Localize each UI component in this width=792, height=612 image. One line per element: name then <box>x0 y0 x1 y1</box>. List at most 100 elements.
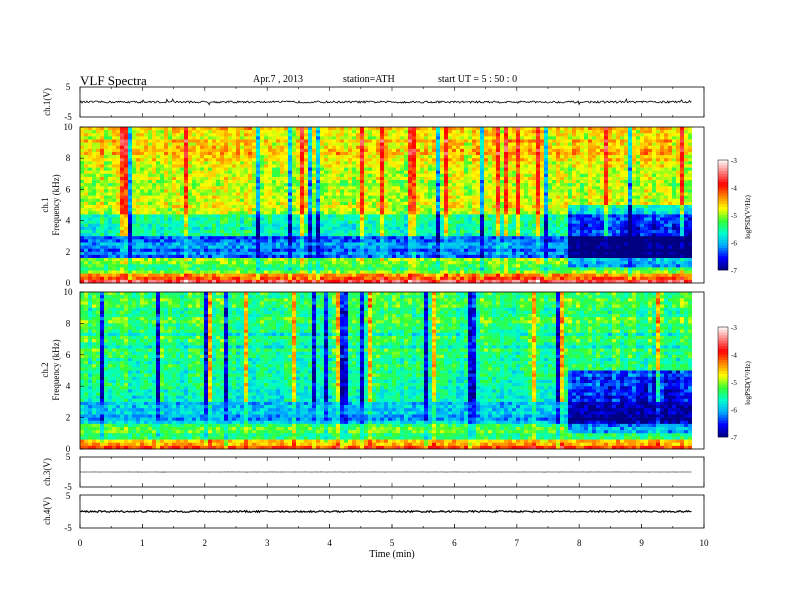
spec1-cell <box>176 251 181 256</box>
spec1-cell <box>160 189 165 193</box>
spec1-cell <box>184 180 189 184</box>
spec1-cell <box>172 261 177 265</box>
spec1-cell <box>132 139 137 143</box>
spec1-cell <box>308 217 313 221</box>
spec1-cell <box>408 261 413 265</box>
spec1-cell <box>180 198 185 203</box>
spec1-cell <box>424 273 429 278</box>
spec1-cell <box>104 205 109 209</box>
spec1-cell <box>424 195 429 200</box>
spec1-cell <box>228 176 233 181</box>
spec1-cell <box>116 223 121 228</box>
spec1-cell <box>308 145 313 150</box>
spec1-cell <box>448 276 453 281</box>
spec1-cell <box>232 242 237 246</box>
spec1-cell <box>116 167 121 171</box>
spec1-cell <box>240 195 245 200</box>
spec1-cell <box>408 189 413 193</box>
spec1-cell <box>364 264 369 268</box>
spec1-cell <box>112 239 117 243</box>
spec1-cell <box>140 136 145 140</box>
spec1-cell <box>248 254 253 259</box>
spec1-cell <box>200 161 205 165</box>
spec1-cell <box>120 176 125 181</box>
spec1-cell <box>304 151 309 156</box>
spec1-cell <box>432 233 437 237</box>
spec1-cell <box>224 130 229 134</box>
spec1-cell <box>292 195 297 200</box>
spec1-cell <box>204 180 209 184</box>
spec1-cell <box>224 270 229 274</box>
spec1-cell <box>188 211 193 215</box>
spec1-cell <box>228 161 233 165</box>
spec1-cell <box>392 220 397 225</box>
spec1-cell <box>324 267 329 271</box>
spec1-cell <box>456 186 461 190</box>
spec1-cell <box>244 151 249 156</box>
spec1-cell <box>196 158 201 162</box>
spec1-cell <box>340 161 345 165</box>
spec1-cell <box>200 229 205 234</box>
spec1-cell <box>260 258 265 262</box>
spec1-cell <box>388 248 393 253</box>
spec1-cell <box>264 251 269 256</box>
spec1-cell <box>440 136 445 140</box>
spec1-cell <box>412 245 417 249</box>
spec1-cell <box>268 223 273 228</box>
spec1-cell <box>192 236 197 240</box>
spec1-cell <box>292 245 297 249</box>
spec1-cell <box>324 142 329 147</box>
spec1-cell <box>236 229 241 234</box>
spec1-cell <box>116 189 121 193</box>
spec1-cell <box>368 270 373 274</box>
spec1-cell <box>252 273 257 278</box>
spec1-cell <box>228 245 233 249</box>
spec1-cell <box>180 155 185 159</box>
spec1-cell <box>276 127 281 131</box>
spec1-cell <box>372 242 377 246</box>
spec1-cell <box>444 279 449 284</box>
spec1-cell <box>424 254 429 259</box>
spec1-cell <box>384 170 389 175</box>
spec1-cell <box>140 273 145 278</box>
spec1-cell <box>192 145 197 150</box>
spec1-cell <box>164 270 169 274</box>
spec1-cell <box>296 192 301 196</box>
spec1-cell <box>304 183 309 187</box>
spec1-cell <box>108 170 113 175</box>
spec1-cell <box>472 205 477 209</box>
spec1-cell <box>96 151 101 156</box>
spec1-cell <box>388 198 393 203</box>
spec1-cell <box>340 198 345 203</box>
spec1-cell <box>416 233 421 237</box>
spec1-cell <box>468 270 473 274</box>
spec1-cell <box>92 139 97 143</box>
spec1-cell <box>228 223 233 228</box>
spec1-cell <box>168 176 173 181</box>
spec1-cell <box>256 276 261 281</box>
spec1-cell <box>272 139 277 143</box>
spec1-cell <box>436 167 441 171</box>
spec1-cell <box>180 217 185 221</box>
spec1-cell <box>356 176 361 181</box>
spec1-cell <box>304 167 309 171</box>
spec1-cell <box>184 205 189 209</box>
spec1-cell <box>308 248 313 253</box>
spec1-cell <box>104 245 109 249</box>
spec1-cell <box>236 173 241 178</box>
spec1-cell <box>252 251 257 256</box>
spec1-cell <box>420 164 425 168</box>
spec1-cell <box>272 130 277 134</box>
spec1-cell <box>100 198 105 203</box>
spec1-cell <box>448 248 453 253</box>
spec1-cell <box>160 142 165 147</box>
spec1-cell <box>392 151 397 156</box>
spec1-cell <box>472 139 477 143</box>
spec1-cell <box>372 261 377 265</box>
spec1-cell <box>436 267 441 271</box>
spec1-cell <box>168 155 173 159</box>
spec1-cell <box>80 242 85 246</box>
spec1-cell <box>420 251 425 256</box>
spec1-cell <box>468 220 473 225</box>
spec1-cell <box>268 164 273 168</box>
